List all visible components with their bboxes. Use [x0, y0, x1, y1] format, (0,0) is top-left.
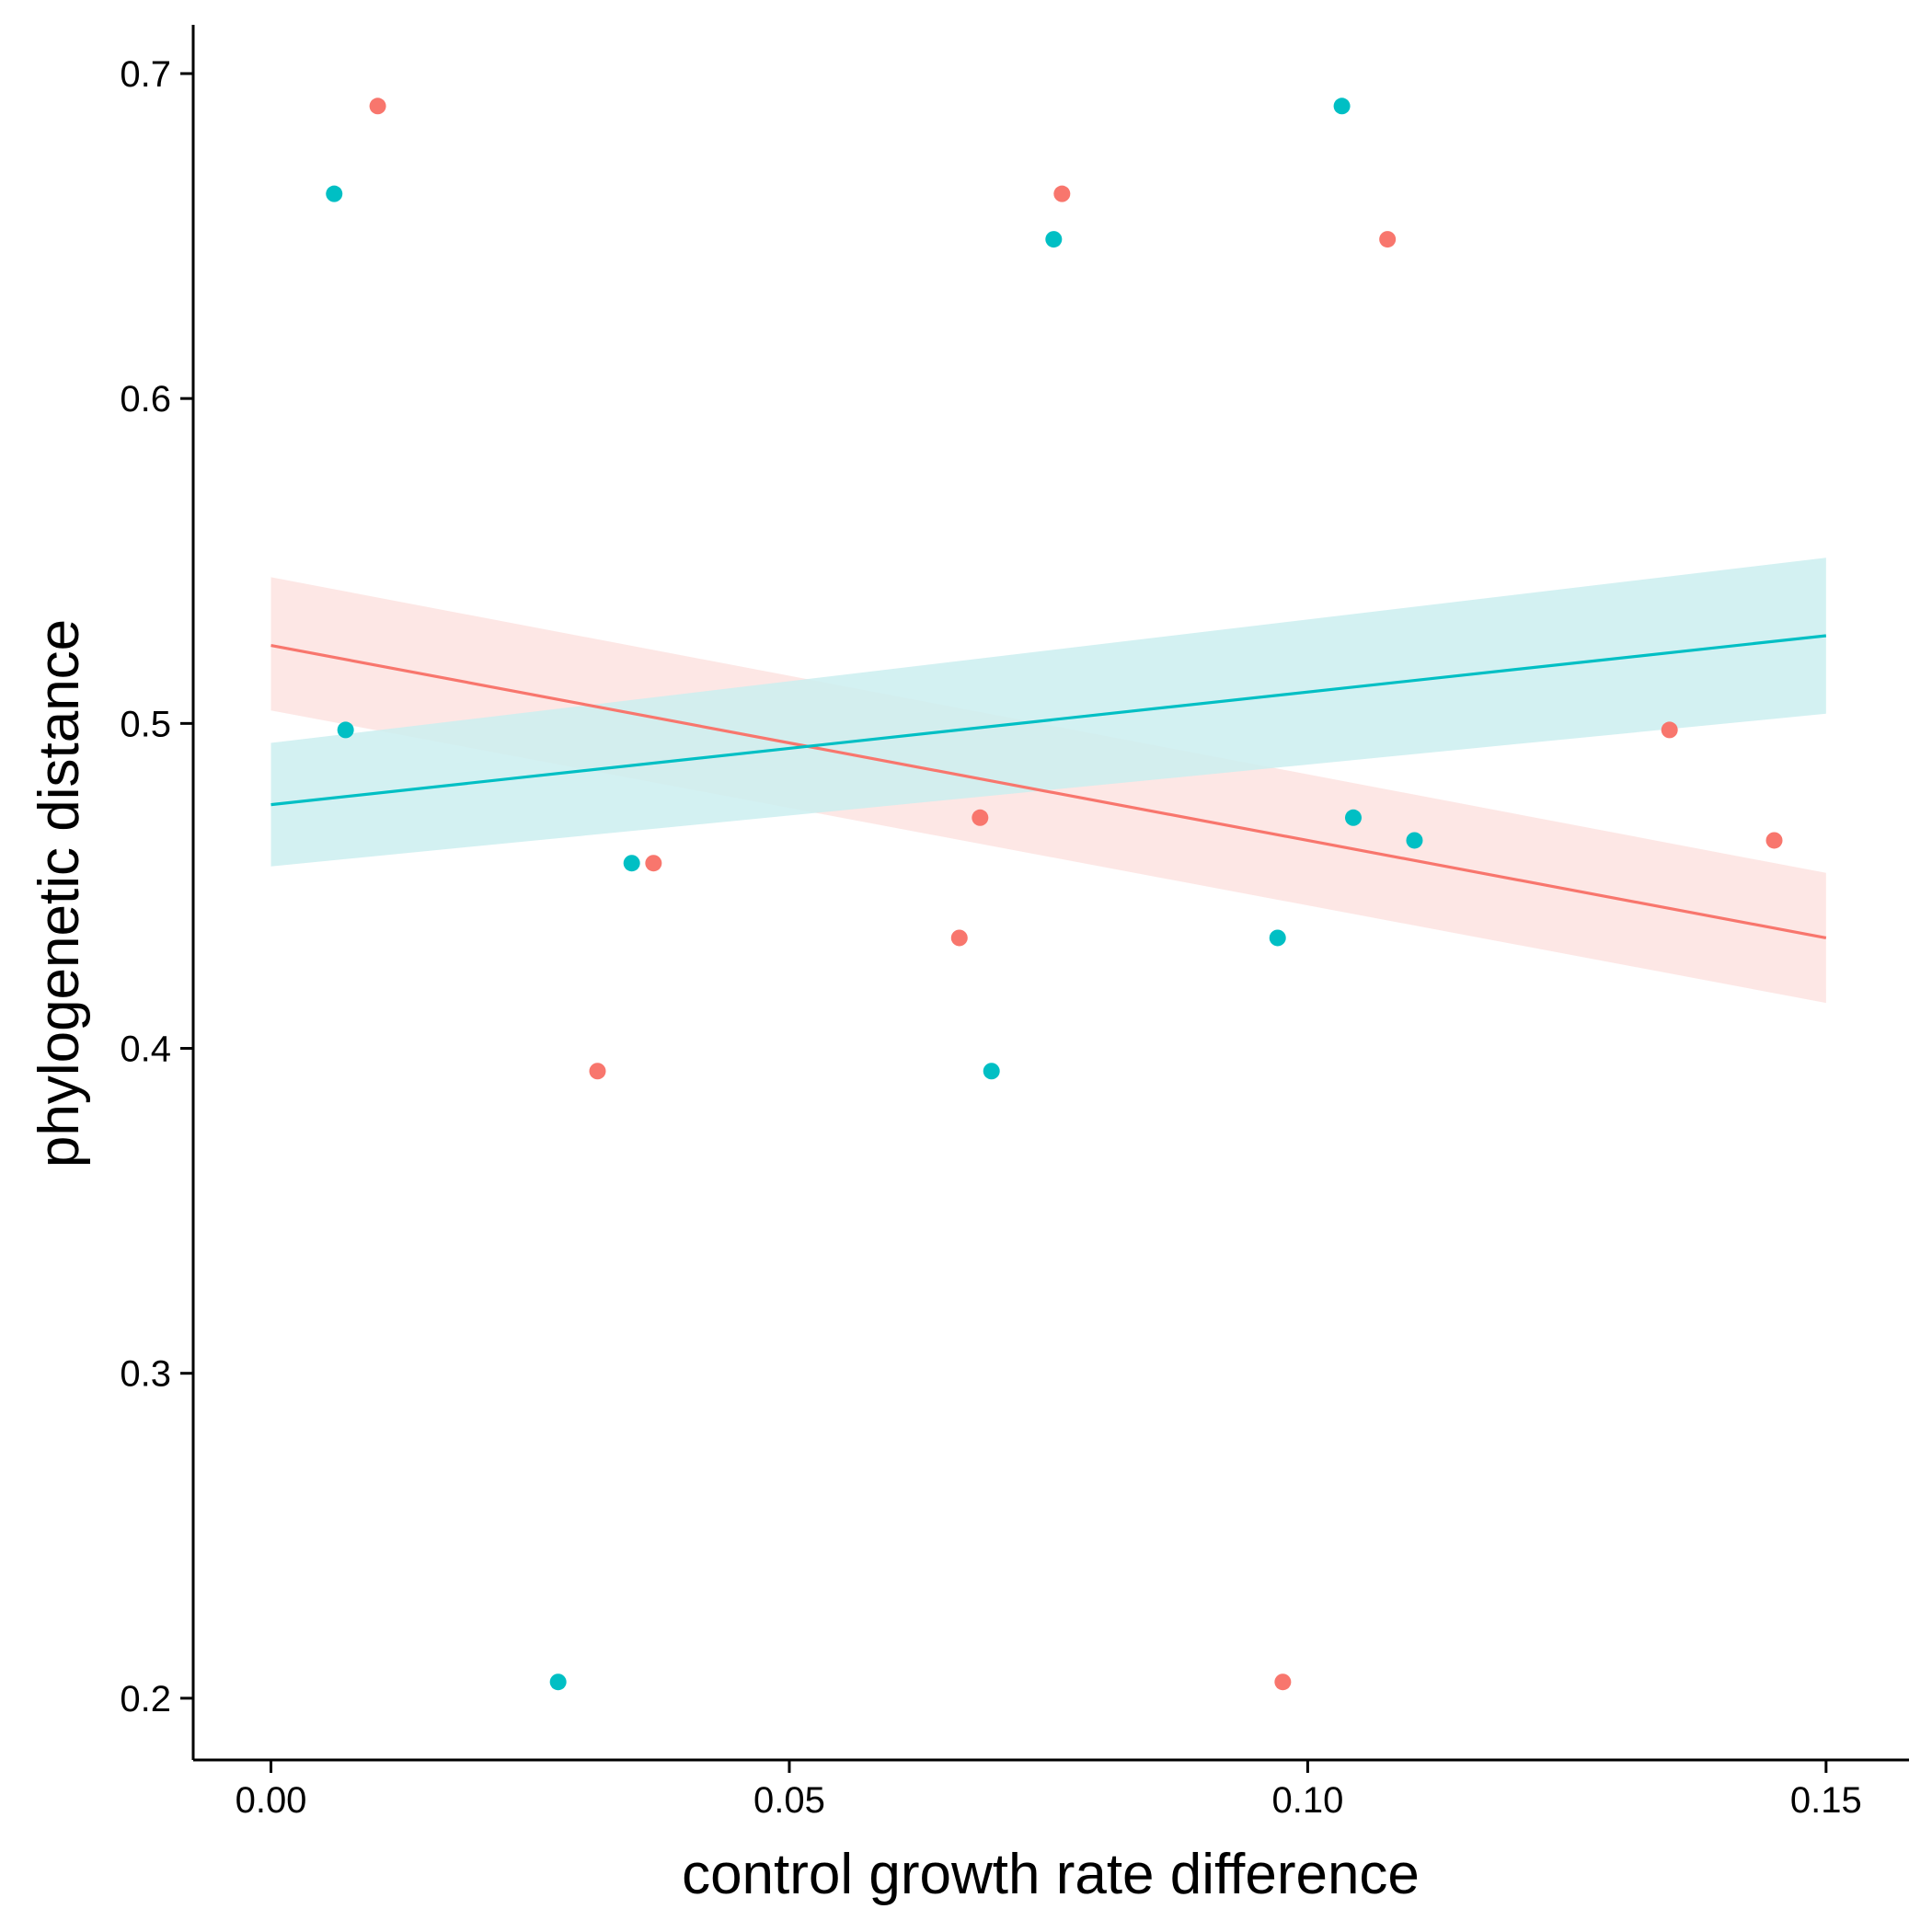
data-point-1-9 [549, 1673, 567, 1691]
confidence-band-0 [270, 577, 1826, 1004]
data-point-1-2 [1045, 231, 1063, 248]
regression-lines [270, 634, 1827, 940]
x-tick-label-2: 0.10 [1271, 1780, 1343, 1821]
data-point-0-6 [645, 855, 662, 872]
data-point-1-3 [337, 721, 354, 739]
data-point-0-9 [1274, 1673, 1292, 1691]
data-point-1-5 [1406, 832, 1423, 849]
x-axis-ticks: 0.00 0.05 0.10 0.15 [236, 1760, 1862, 1821]
data-points [326, 98, 1783, 1691]
y-tick-label-0: 0.2 [120, 1679, 171, 1719]
regression-line-0 [270, 644, 1827, 940]
data-point-1-4 [1344, 809, 1362, 826]
data-point-0-1 [1053, 185, 1071, 202]
data-point-0-4 [972, 809, 989, 826]
regression-line-1 [270, 634, 1827, 807]
confidence-band-1 [270, 558, 1826, 867]
confidence-bands [270, 558, 1826, 1004]
y-tick-label-3: 0.5 [120, 704, 171, 744]
x-tick-label-1: 0.05 [753, 1780, 825, 1821]
x-tick-label-0: 0.00 [236, 1780, 307, 1821]
data-point-0-2 [1379, 231, 1397, 248]
data-point-1-6 [623, 855, 640, 872]
data-point-0-8 [589, 1063, 606, 1080]
data-point-0-5 [1765, 832, 1783, 849]
x-tick-label-3: 0.15 [1790, 1780, 1862, 1821]
data-point-0-7 [950, 929, 968, 947]
y-tick-label-5: 0.7 [120, 54, 171, 95]
data-point-1-1 [1333, 98, 1351, 115]
data-point-0-3 [1661, 721, 1678, 739]
data-point-1-8 [983, 1063, 1000, 1080]
y-tick-label-2: 0.4 [120, 1029, 171, 1070]
data-point-0-0 [369, 98, 386, 115]
y-tick-label-4: 0.6 [120, 379, 171, 420]
data-point-1-7 [1269, 929, 1286, 947]
y-tick-label-1: 0.3 [120, 1354, 171, 1395]
y-axis-ticks: 0.2 0.3 0.4 0.5 0.6 0.7 [120, 54, 193, 1719]
data-point-1-0 [326, 185, 343, 202]
x-axis-title: control growth rate difference [682, 1843, 1420, 1906]
y-axis-title: phylogenetic distance [28, 619, 91, 1167]
